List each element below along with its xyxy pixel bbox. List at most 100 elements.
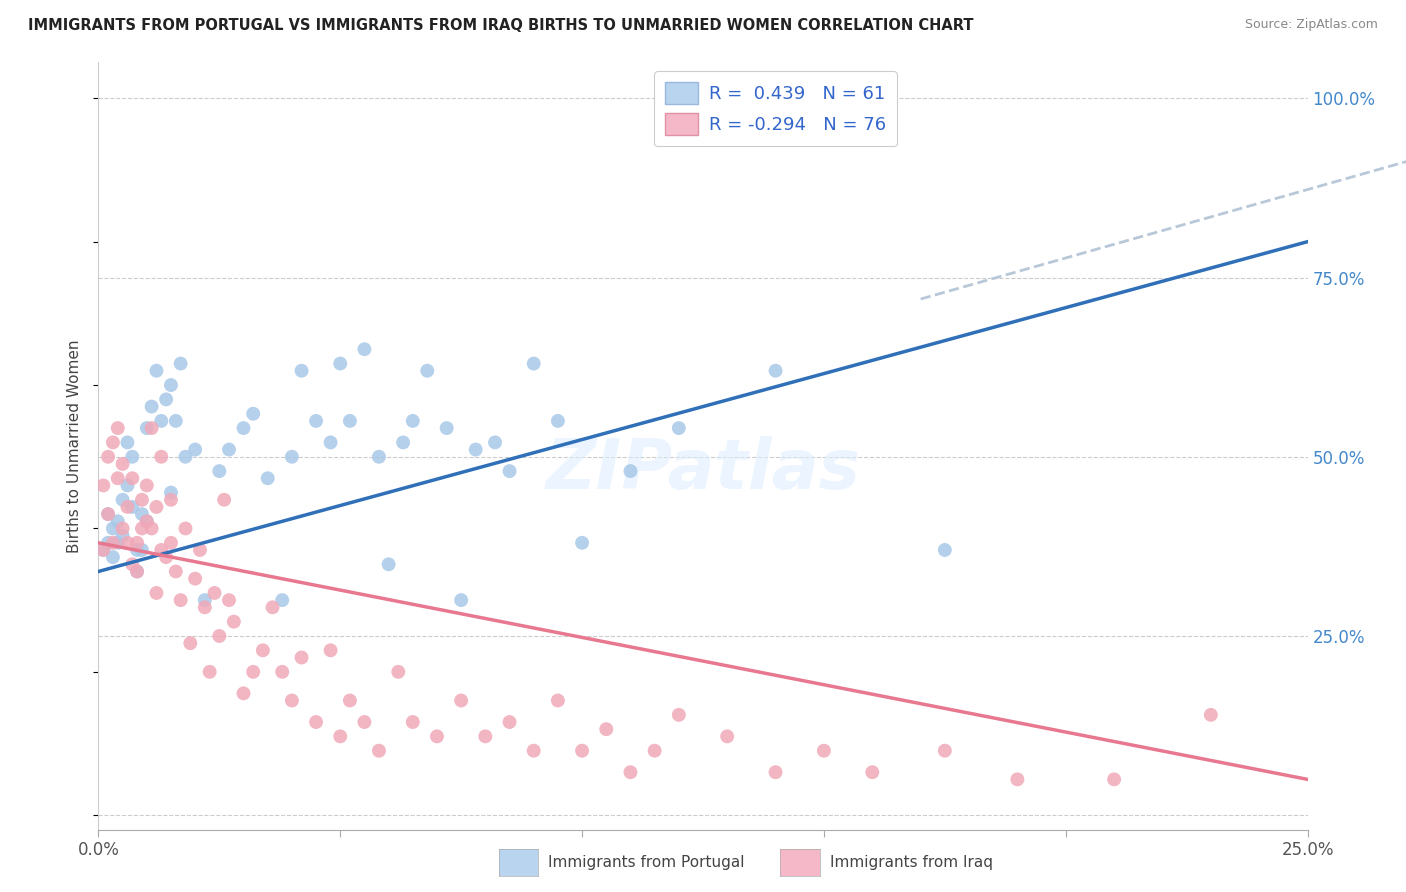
Point [242,665,264,679]
Point [121,450,143,464]
Point [160,485,183,500]
Point [813,744,835,758]
Point [668,421,690,435]
Point [174,450,197,464]
Point [416,364,439,378]
Point [498,714,520,729]
Point [222,615,245,629]
Point [117,435,139,450]
Point [305,414,328,428]
Point [127,565,149,579]
Point [271,665,294,679]
Point [392,435,415,450]
Point [644,744,666,758]
Point [319,435,342,450]
Point [290,364,312,378]
Point [107,514,129,528]
Point [117,478,139,492]
Point [242,407,264,421]
Point [150,450,173,464]
Point [188,543,211,558]
Point [155,392,177,407]
Point [131,543,153,558]
Point [571,744,593,758]
Point [523,744,546,758]
Point [121,558,143,572]
Text: Source: ZipAtlas.com: Source: ZipAtlas.com [1244,18,1378,31]
Point [169,357,191,371]
Point [135,514,157,528]
Y-axis label: Births to Unmarried Women: Births to Unmarried Women [67,339,83,553]
Point [160,492,183,507]
Point [208,629,231,643]
Point [145,500,167,514]
Point [91,478,114,492]
Point [131,492,153,507]
Point [97,507,120,521]
Point [387,665,409,679]
Point [368,744,391,758]
Point [127,565,149,579]
Point [377,558,399,572]
Point [111,528,134,542]
Point [523,357,546,371]
Point [97,450,120,464]
Point [111,521,134,535]
Point [184,572,207,586]
Point [145,364,167,378]
Point [232,686,254,700]
Point [281,450,304,464]
Point [426,730,449,744]
Point [450,593,472,607]
Legend: R =  0.439   N = 61, R = -0.294   N = 76: R = 0.439 N = 61, R = -0.294 N = 76 [654,71,897,146]
Point [281,693,304,707]
Point [934,543,956,558]
Text: IMMIGRANTS FROM PORTUGAL VS IMMIGRANTS FROM IRAQ BIRTHS TO UNMARRIED WOMEN CORRE: IMMIGRANTS FROM PORTUGAL VS IMMIGRANTS F… [28,18,973,33]
Point [141,521,163,535]
Point [765,364,787,378]
Point [290,650,312,665]
Point [305,714,328,729]
Point [329,357,352,371]
Point [271,593,294,607]
Point [117,536,139,550]
Point [131,521,153,535]
Point [232,421,254,435]
Point [860,765,883,780]
Point [619,464,641,478]
Point [262,600,284,615]
Point [131,507,153,521]
Point [212,492,235,507]
Point [218,442,240,457]
Point [165,414,187,428]
Point [498,464,520,478]
Point [150,414,173,428]
Point [402,414,425,428]
Point [111,457,134,471]
Point [204,586,226,600]
Point [1344,112,1367,127]
Point [547,693,569,707]
Text: Immigrants from Iraq: Immigrants from Iraq [830,855,993,870]
Point [141,400,163,414]
Point [368,450,391,464]
Point [464,442,486,457]
Point [402,714,425,729]
Text: ZIPatlas: ZIPatlas [546,435,860,502]
Point [934,744,956,758]
Point [474,730,496,744]
Point [450,693,472,707]
Point [353,342,375,356]
Point [169,593,191,607]
Point [619,765,641,780]
Point [101,536,124,550]
Point [765,765,787,780]
Point [198,665,221,679]
Point [547,414,569,428]
Point [160,378,183,392]
Text: Immigrants from Portugal: Immigrants from Portugal [548,855,745,870]
Point [127,543,149,558]
Point [339,414,361,428]
Point [101,550,124,565]
Point [179,636,201,650]
